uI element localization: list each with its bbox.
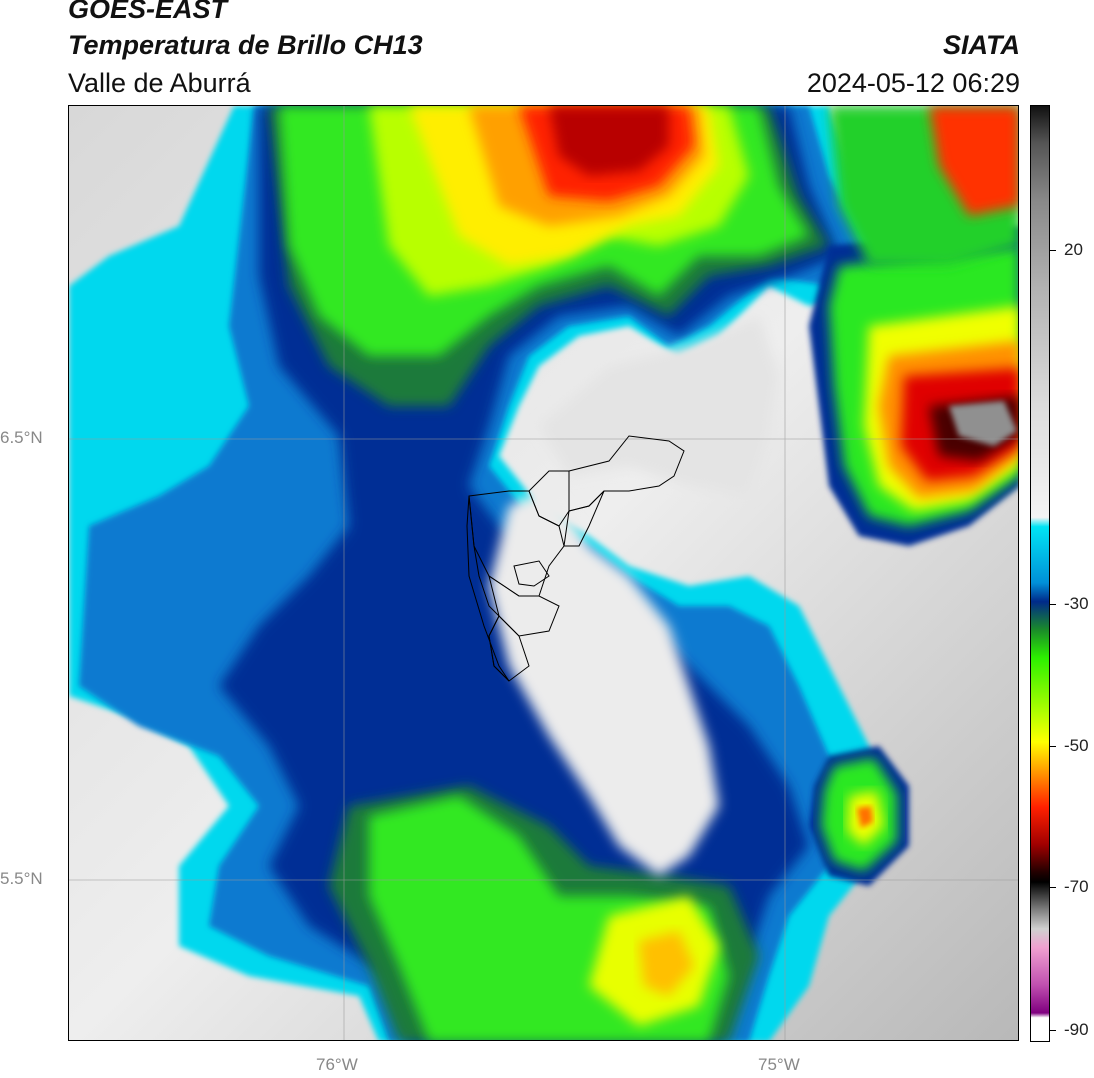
municipality-boundaries	[466, 435, 685, 682]
cloud-east-overshoot	[949, 401, 1017, 446]
lon-label-76W: 76°W	[316, 1055, 358, 1074]
cloud-northeast-red	[929, 106, 1018, 216]
colorbar-tick	[1050, 746, 1056, 747]
lat-label-6.5N: 6.5°N	[0, 428, 43, 447]
organization-label: SIATA	[943, 30, 1020, 60]
boundary-west	[466, 495, 510, 682]
colorbar-tick	[1050, 250, 1056, 251]
clear-slot-north	[539, 316, 779, 496]
colorbar-tick	[1050, 887, 1056, 888]
colorbar-label-minus90: -90	[1064, 1020, 1089, 1039]
boundary-inner	[513, 560, 550, 587]
cloud-southeast-orange	[857, 806, 873, 828]
lon-label-75W: 75°W	[758, 1055, 800, 1074]
lat-label-5.5N: 5.5°N	[0, 869, 43, 888]
cloud-layers	[69, 106, 1018, 1040]
clear-slot-center	[489, 486, 719, 876]
product-title: Temperatura de Brillo CH13	[68, 30, 423, 60]
region-label: Valle de Aburrá	[68, 68, 251, 98]
graticule	[69, 106, 1018, 1040]
brightness-temperature-map	[68, 105, 1019, 1041]
colorbar-label-minus30: -30	[1064, 594, 1089, 613]
temperature-colorbar	[1030, 105, 1050, 1042]
cloud-north-darkred	[549, 106, 669, 176]
boundary-central	[468, 490, 565, 597]
cloud-south-orange	[639, 931, 694, 996]
timestamp-label: 2024-05-12 06:29	[806, 68, 1020, 98]
colorbar-label-minus50: -50	[1064, 736, 1089, 755]
boundary-east	[563, 490, 605, 547]
colorbar-label-minus70: -70	[1064, 877, 1089, 896]
colorbar-label-20: 20	[1064, 240, 1083, 259]
colorbar-tick	[1050, 604, 1056, 605]
colorbar-tick	[1050, 1030, 1056, 1031]
satellite-title: GOES-EAST	[68, 0, 228, 24]
